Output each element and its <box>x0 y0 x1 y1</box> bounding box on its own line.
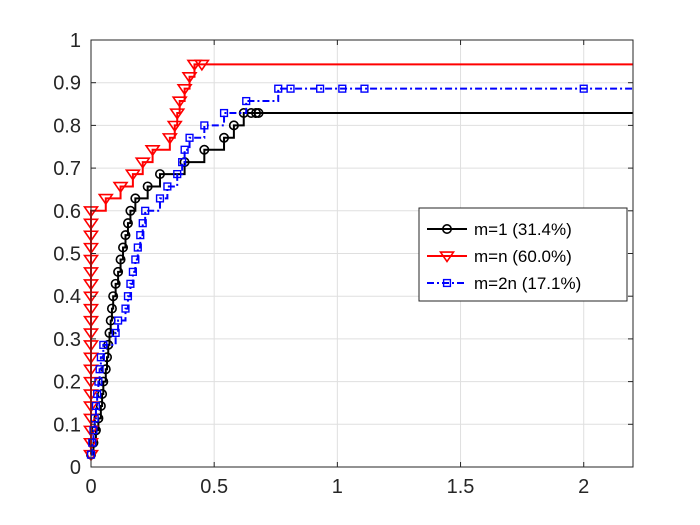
triangle-marker <box>161 133 178 145</box>
circle-marker <box>104 327 115 338</box>
square-marker <box>136 231 145 240</box>
square-marker <box>274 84 283 93</box>
square-marker <box>173 169 182 179</box>
triangle-marker <box>134 157 151 170</box>
square-marker <box>141 206 150 215</box>
triangle-marker <box>144 145 161 157</box>
circle-marker <box>120 230 131 241</box>
axes-layer: 0 0.5 1 1.5 2 0 0.1 0.2 0.3 0.4 0.5 0.6 0.7 0.8 0.9 1 <box>53 30 633 498</box>
circle-marker <box>115 254 126 265</box>
legend-item: m=1 (31.4%) <box>427 220 572 239</box>
legend-box <box>418 207 628 302</box>
square-marker <box>185 133 194 142</box>
square-marker <box>99 340 108 349</box>
square-marker <box>242 96 251 106</box>
circle-marker <box>154 169 165 180</box>
square-marker <box>126 279 135 288</box>
square-marker <box>93 389 102 399</box>
square-marker <box>200 121 209 130</box>
legend-square-marker <box>442 278 452 288</box>
square-marker <box>338 84 347 93</box>
square-marker <box>95 365 104 374</box>
y-tick-label: 0.9 <box>53 73 81 95</box>
circle-marker <box>113 266 124 277</box>
square-marker <box>89 426 98 435</box>
series-layer <box>82 59 633 462</box>
circle-marker <box>106 303 117 314</box>
square-marker <box>131 255 140 264</box>
circle-marker <box>108 291 119 302</box>
y-tick-label: 0.1 <box>53 414 81 436</box>
x-tick-label: 0 <box>85 476 96 498</box>
circle-marker <box>118 242 129 253</box>
legend-item: m=2n (17.1%) <box>427 274 581 293</box>
square-marker <box>286 84 295 93</box>
legend-item: m=n (60.0%) <box>427 247 572 266</box>
circle-marker <box>110 278 121 289</box>
square-marker <box>163 182 172 191</box>
x-tick-label: 2 <box>578 476 589 498</box>
square-marker <box>113 316 123 325</box>
circle-marker <box>95 400 106 411</box>
triangle-marker <box>112 181 129 194</box>
y-tick-label: 0.4 <box>53 286 81 308</box>
square-marker <box>128 267 137 276</box>
circle-marker <box>130 193 141 204</box>
y-tick-label: 0.7 <box>53 158 81 180</box>
triangle-marker <box>124 169 141 182</box>
x-tick-label: 0.5 <box>200 476 228 498</box>
y-tick-label: 0.5 <box>53 244 81 266</box>
triangle-marker <box>181 72 198 84</box>
circle-marker <box>219 132 230 143</box>
square-marker <box>579 84 588 93</box>
circle-marker <box>142 181 153 192</box>
legend-label: m=n (60.0%) <box>474 247 572 266</box>
triangle-marker <box>171 96 188 108</box>
square-marker <box>123 292 133 301</box>
circle-marker <box>122 218 133 229</box>
triangle-marker <box>176 83 193 96</box>
square-marker <box>133 243 142 252</box>
triangle-marker <box>166 120 183 133</box>
square-marker <box>111 328 120 338</box>
circle-marker <box>199 144 210 155</box>
square-marker <box>180 145 189 154</box>
square-marker <box>155 194 165 203</box>
legend-circle-marker <box>441 224 452 235</box>
series-3 <box>86 84 633 459</box>
legend-triangle-marker <box>438 251 456 263</box>
legend-label: m=1 (31.4%) <box>474 220 572 239</box>
x-tick-label: 1.5 <box>447 476 475 498</box>
triangle-marker <box>97 193 114 206</box>
y-tick-label: 0.8 <box>53 115 81 137</box>
square-marker <box>88 438 97 447</box>
square-marker <box>121 304 130 313</box>
circle-marker <box>228 120 239 131</box>
square-marker <box>96 353 105 362</box>
y-tick-label: 0.3 <box>53 329 81 351</box>
legend: m=1 (31.4%) m=n (60.0%) m=2n (17.1%) <box>418 207 628 302</box>
y-tick-label: 0.6 <box>53 201 81 223</box>
x-tick-label: 1 <box>332 476 343 498</box>
square-marker <box>91 401 101 411</box>
circle-marker <box>125 205 136 216</box>
square-marker <box>138 219 147 228</box>
square-marker <box>178 158 187 167</box>
square-marker <box>219 108 229 118</box>
triangle-marker <box>193 59 210 72</box>
square-marker <box>316 84 325 93</box>
y-tick-label: 1 <box>70 30 81 52</box>
circle-marker <box>253 108 264 119</box>
triangle-marker <box>169 108 186 120</box>
legend-label: m=2n (17.1%) <box>474 274 581 293</box>
series-line <box>91 87 633 456</box>
series-line <box>91 112 633 456</box>
y-tick-label: 0.2 <box>53 372 81 394</box>
y-tick-label: 0 <box>70 457 81 479</box>
square-marker <box>360 84 369 93</box>
